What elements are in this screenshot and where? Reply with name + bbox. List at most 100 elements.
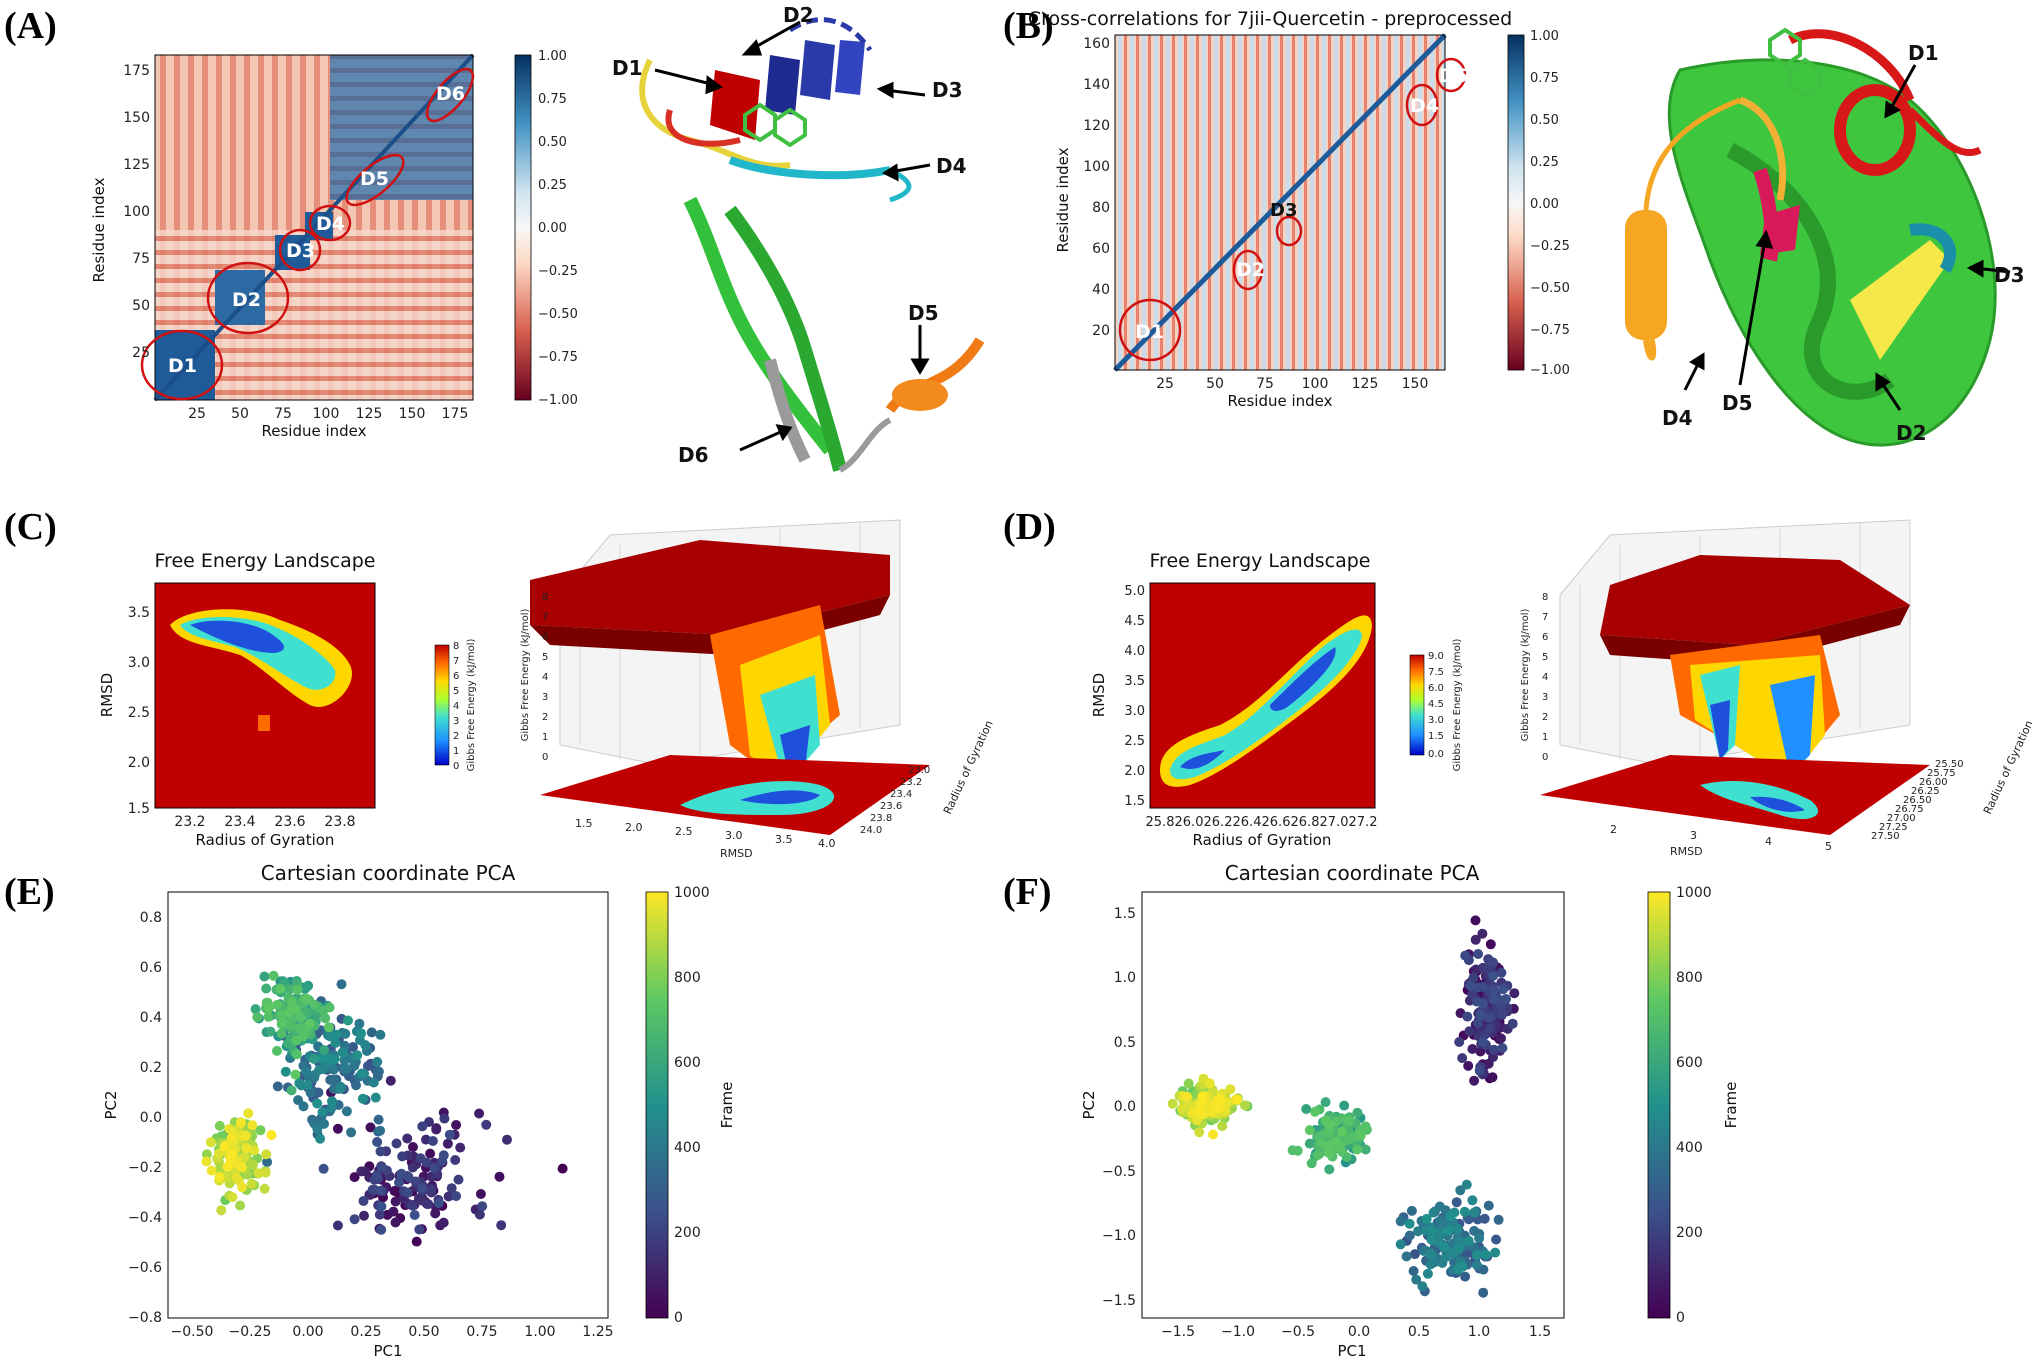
panel-label-d: (D) [1003,506,1056,548]
scatter-point [252,1012,263,1023]
scatter-point [1452,1223,1463,1234]
scatter-point [301,993,312,1004]
scatter-point [1434,1201,1445,1212]
scatter-point [1310,1106,1320,1117]
scatter-point [376,1201,387,1212]
scatter-point [340,1028,351,1039]
c-ytick: 3.0 [128,655,150,671]
scatter-point [1470,915,1481,926]
b-cbtick: 0.25 [1530,155,1559,170]
scatter-point [1304,1125,1315,1136]
scatter-point [304,1018,315,1029]
scatter-point [423,1199,434,1210]
scatter-point [1457,1053,1468,1064]
f-xtick: 0.0 [1348,1324,1370,1340]
scatter-point [414,1224,425,1235]
f-ytick: 1.0 [1114,970,1136,986]
c-cbtick: 6 [453,671,459,682]
scatter-point [1485,939,1496,950]
scatter-point [240,1130,251,1141]
d3d-ytick: 26.75 [1895,804,1924,815]
scatter-point [1475,1046,1486,1057]
scatter-point [292,984,303,995]
scatter-point [338,1047,349,1058]
scatter-point [1477,928,1488,939]
d3d-xtick: 2 [1610,823,1617,836]
scatter-point [206,1165,217,1176]
c3d-ztick: 4 [542,672,548,683]
f-chart-title: Cartesian coordinate PCA [1225,861,1480,885]
scatter-point [1501,994,1511,1004]
c3d-y-axis-label: Radius of Gyration [941,718,996,816]
scatter-point [1213,1103,1224,1114]
a-cbtick: 0.00 [538,221,567,236]
scatter-point [356,1028,367,1039]
panel-d-fel-3d: 2 3 4 5 25.50 25.75 26.00 26.25 26.50 26… [1520,519,2032,858]
scatter-point [255,1125,266,1136]
scatter-point [324,1002,335,1013]
scatter-point [1422,1268,1433,1279]
scatter-point [502,1134,512,1145]
scatter-point [1425,1259,1436,1270]
b-cbtick: 1.00 [1530,29,1559,44]
scatter-point [1496,1033,1506,1044]
c-x-axis-label: Radius of Gyration [196,831,335,849]
scatter-point [1488,1052,1498,1063]
b-colorbar-ticks: 1.00 0.75 0.50 0.25 0.00 −0.25 −0.50 −0.… [1530,29,1570,378]
c3d-xtick: 2.0 [625,821,643,834]
scatter-point [376,1224,387,1235]
d3d-xtick: 3 [1690,829,1697,842]
scatter-point [425,1148,436,1159]
scatter-point [1460,1271,1471,1282]
scatter-point [201,1149,212,1160]
scatter-point [237,1182,248,1193]
f-xtick: −1.5 [1161,1324,1195,1340]
c3d-z-axis-label: Gibbs Free Energy (kJ/mol) [520,609,531,742]
scatter-point [474,1209,485,1220]
scatter-point [407,1162,418,1173]
scatter-point [1438,1242,1449,1252]
b-cbtick: 0.00 [1530,197,1559,212]
b-ytick: 60 [1092,241,1110,257]
scatter-point [1477,1037,1488,1048]
b-cbtick: 0.75 [1530,71,1559,86]
f-y-ticks: 1.5 1.0 0.5 0.0 −0.5 −1.0 −1.5 [1102,906,1136,1309]
b-ytick: 20 [1092,323,1110,339]
d3d-z-ticks: 8 7 6 5 4 3 2 1 0 [1542,592,1548,763]
scatter-point [371,1170,382,1181]
scatter-point [1344,1116,1355,1126]
e-ytick: −0.8 [128,1310,162,1326]
c3d-xtick: 1.5 [575,817,593,830]
d3d-ytick: 27.50 [1871,831,1900,842]
scatter-point [1488,1044,1499,1055]
f-x-ticks: −1.5 −1.0 −0.5 0.0 0.5 1.0 1.5 [1161,1324,1551,1340]
scatter-point [370,1092,381,1103]
a-domain-d3: D3 [286,240,315,262]
panel-d-fel-2d: Free Energy Landscape 25.8 26.0 26.2 26.… [1090,550,1463,849]
panel-label-e: (E) [4,871,55,913]
d-cbtick: 3.0 [1428,715,1444,726]
e-ytick: −0.6 [128,1260,162,1276]
scatter-point [1406,1205,1417,1216]
d3d-ytick: 25.75 [1927,768,1956,779]
a-struct-d4: D4 [936,154,967,178]
a-cbtick: 0.25 [538,178,567,193]
scatter-point [1428,1207,1439,1218]
scatter-point [276,1028,287,1039]
d-chart-title: Free Energy Landscape [1150,550,1371,572]
c3d-ztick: 1 [542,732,548,743]
d-xtick: 26.4 [1233,815,1262,830]
f-points [1167,915,1520,1298]
scatter-point [1395,1216,1406,1227]
a-ytick: 175 [123,63,150,79]
c3d-ztick: 6 [542,632,548,643]
e-xtick: 1.00 [524,1324,555,1340]
scatter-point [1487,1072,1498,1083]
scatter-point [1471,1250,1482,1261]
scatter-point [329,1054,339,1065]
scatter-point [1421,1213,1432,1224]
b-cbtick: −0.75 [1530,323,1570,338]
d-xtick: 26.6 [1262,815,1291,830]
scatter-point [1478,998,1488,1009]
a-x-ticks: 25 50 75 100 125 150 175 [188,406,468,422]
